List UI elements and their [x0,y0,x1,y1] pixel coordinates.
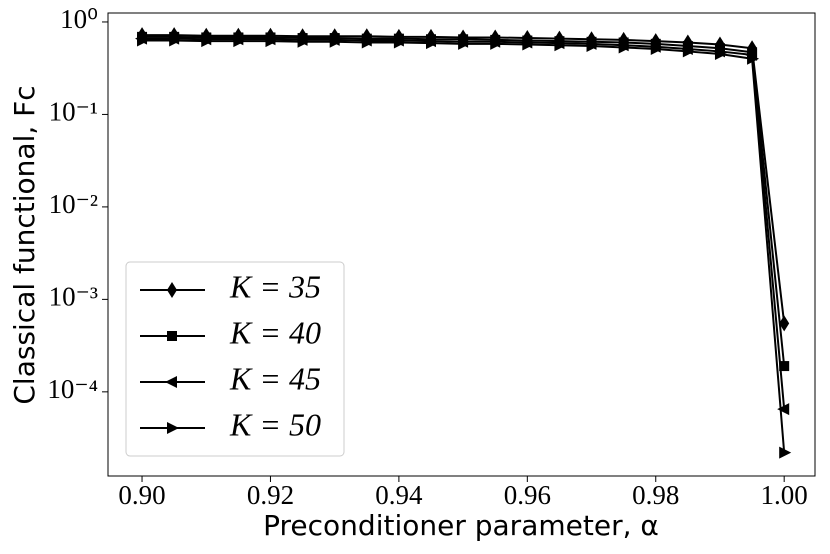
point [265,35,278,48]
point [747,52,760,65]
legend-label: K = 40 [229,314,321,350]
point [779,361,790,372]
x-tick-label: 0.96 [504,480,551,510]
x-tick-label: 1.00 [761,480,808,510]
y-axis-label: Classical functional, Fc [8,85,41,404]
point [682,45,695,58]
legend-box [125,261,345,457]
legend-marker [165,376,177,388]
x-axis-label: Preconditioner parameter, α [263,509,659,542]
point [201,35,214,48]
legend-marker [167,331,177,341]
x-tick-label: 0.90 [118,480,165,510]
y-tick-label: 10⁻⁴ [47,374,98,404]
y-tick-label: 10⁰ [60,4,98,34]
point [425,37,438,50]
legend-label: K = 45 [229,360,321,396]
plot-frame [107,12,816,477]
legend-label: K = 50 [229,406,321,442]
point [714,48,727,61]
y-tick-label: 10⁻³ [49,282,98,312]
point [618,41,631,54]
point [393,36,406,49]
y-tick-label: 10⁻¹ [49,97,98,127]
point [233,35,246,48]
legend-marker [167,282,177,298]
point [361,36,374,49]
point [137,34,150,47]
point [458,37,471,50]
x-tick-label: 0.98 [632,480,679,510]
point [779,446,792,459]
point [777,403,790,416]
point [554,39,567,52]
x-tick-label: 0.94 [375,480,423,510]
legend-label: K = 35 [229,268,321,304]
point [522,38,535,51]
x-tick-label: 0.92 [247,480,294,510]
point [329,35,342,48]
point [490,37,503,50]
point [169,34,182,47]
point [586,39,599,52]
y-tick-label: 10⁻² [49,189,98,219]
point [650,43,663,56]
legend-marker [167,422,179,434]
point [297,35,310,48]
point [779,315,790,332]
